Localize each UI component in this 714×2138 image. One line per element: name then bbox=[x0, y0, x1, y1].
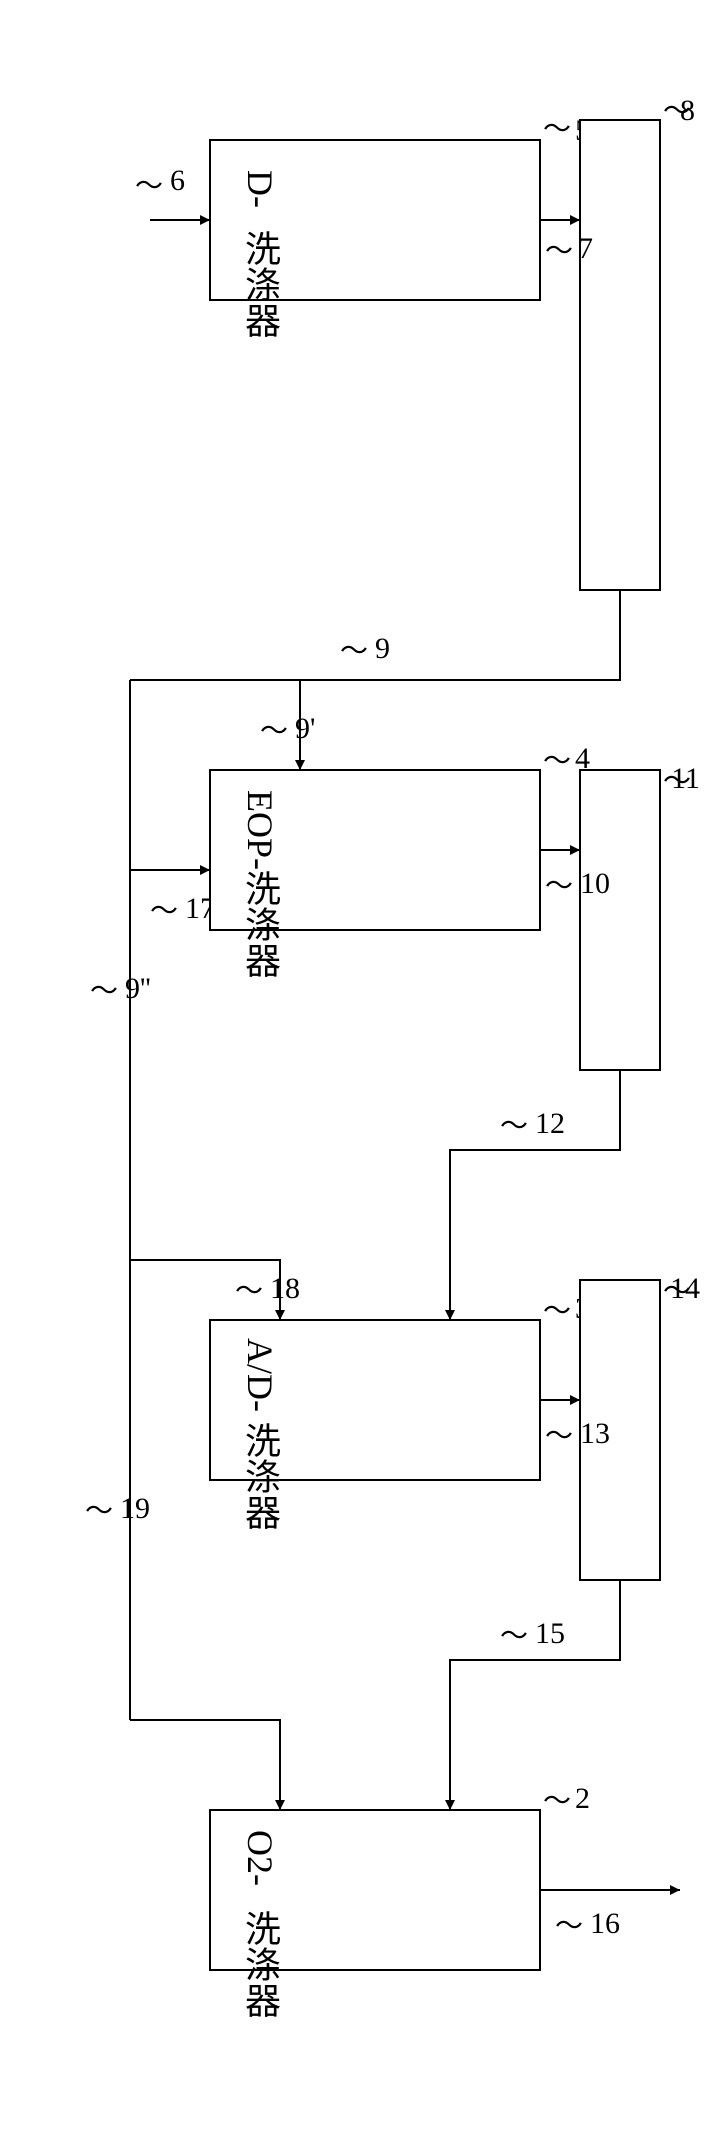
tilde-13: 〜 bbox=[545, 1421, 573, 1452]
o2-prefix: O2- bbox=[240, 1830, 280, 1886]
label-18: 18 bbox=[270, 1272, 300, 1305]
label-10: 10 bbox=[580, 867, 610, 900]
eop-sub-box bbox=[580, 770, 660, 1070]
d-washer-box: D- 洗涤器 bbox=[210, 140, 540, 338]
tilde-16: 〜 bbox=[555, 1911, 583, 1942]
tilde-6: 〜 bbox=[135, 171, 163, 202]
eop-prefix: EOP- bbox=[240, 790, 280, 870]
tilde-7: 〜 bbox=[545, 236, 573, 267]
label-9: 9 bbox=[375, 632, 390, 665]
edge-15 bbox=[450, 1580, 620, 1810]
label-13: 13 bbox=[580, 1417, 610, 1450]
d-sub-box bbox=[580, 120, 660, 590]
edge-19-to-o2 bbox=[130, 1720, 280, 1810]
label-19: 19 bbox=[120, 1492, 150, 1525]
tilde-10: 〜 bbox=[545, 871, 573, 902]
d-prefix: D- bbox=[240, 170, 280, 208]
label-9pp: 9'' bbox=[125, 972, 151, 1005]
tilde-2: 〜 bbox=[543, 1786, 571, 1817]
label-6: 6 bbox=[170, 164, 185, 197]
tilde-5: 〜 bbox=[543, 114, 571, 145]
label-7: 7 bbox=[578, 232, 593, 265]
ad-washer-box: A/D- 洗涤器 bbox=[210, 1320, 540, 1530]
tilde-19: 〜 bbox=[85, 1496, 113, 1527]
label-14: 14 bbox=[670, 1272, 700, 1305]
label-16: 16 bbox=[590, 1907, 620, 1940]
tilde-12: 〜 bbox=[500, 1111, 528, 1142]
o2-washer-box: O2- 洗涤器 bbox=[210, 1810, 540, 2018]
tilde-4: 〜 bbox=[543, 746, 571, 777]
ad-cjk: 洗涤器 bbox=[240, 1422, 280, 1530]
label-15: 15 bbox=[535, 1617, 565, 1650]
label-12: 12 bbox=[535, 1107, 565, 1140]
label-11: 11 bbox=[671, 762, 700, 795]
o2-cjk: 洗涤器 bbox=[240, 1910, 280, 2018]
tilde-18: 〜 bbox=[235, 1276, 263, 1307]
tilde-9p: 〜 bbox=[260, 716, 288, 747]
ad-prefix: A/D- bbox=[240, 1338, 280, 1412]
tilde-17: 〜 bbox=[150, 896, 178, 927]
tilde-9: 〜 bbox=[340, 636, 368, 667]
label-2: 2 bbox=[575, 1782, 590, 1815]
tilde-15: 〜 bbox=[500, 1621, 528, 1652]
tilde-3: 〜 bbox=[543, 1296, 571, 1327]
label-9p: 9' bbox=[295, 712, 315, 745]
eop-washer-box: EOP- 洗涤器 bbox=[210, 770, 540, 978]
label-8: 8 bbox=[680, 94, 695, 127]
d-cjk: 洗涤器 bbox=[240, 230, 280, 338]
tilde-9pp: 〜 bbox=[90, 976, 118, 1007]
eop-cjk: 洗涤器 bbox=[240, 870, 280, 978]
